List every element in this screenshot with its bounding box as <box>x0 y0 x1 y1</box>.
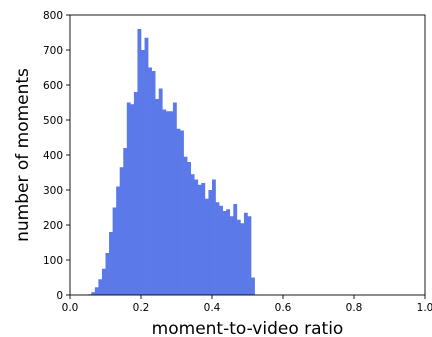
y-tick-label: 600 <box>43 80 63 92</box>
histogram-bar <box>137 29 142 295</box>
histogram-bar <box>233 204 238 295</box>
histogram-bar <box>144 37 149 295</box>
x-tick-label: 1.0 <box>417 302 432 314</box>
histogram-bar <box>98 279 103 295</box>
x-tick-label: 0.2 <box>133 302 150 314</box>
histogram-bar <box>105 253 110 295</box>
histogram-bar <box>215 202 220 295</box>
histogram-bar <box>172 102 177 295</box>
y-tick-label: 0 <box>56 290 63 302</box>
x-axis-ticks: 0.0 0.2 0.4 0.6 0.8 1.0 <box>62 295 432 314</box>
x-tick-label: 0.6 <box>275 302 292 314</box>
histogram-bar <box>222 211 227 295</box>
histogram-bar <box>187 162 191 295</box>
histogram-bar <box>119 167 124 295</box>
histogram-bar <box>190 174 195 295</box>
histogram-bar <box>169 111 174 295</box>
histogram-bar <box>194 179 199 295</box>
histogram-bar <box>155 99 160 295</box>
histogram-bar <box>219 205 223 295</box>
histogram-bar <box>130 104 135 295</box>
histogram-bar <box>141 50 145 295</box>
histogram-bar <box>123 148 128 295</box>
x-axis-label: moment-to-video ratio <box>152 319 344 337</box>
histogram-bar <box>112 207 117 295</box>
histogram-bar <box>229 216 234 295</box>
histogram-bars <box>87 29 255 295</box>
histogram-bar <box>247 216 252 295</box>
histogram-bar <box>201 183 206 295</box>
histogram-bar <box>251 277 255 295</box>
histogram-bar <box>240 223 245 295</box>
histogram-bar <box>212 179 216 295</box>
histogram-bar <box>183 156 188 295</box>
histogram-bar <box>94 287 99 295</box>
histogram-bar <box>162 109 167 295</box>
y-axis-label: number of moments <box>13 68 33 242</box>
histogram-bar <box>243 212 248 295</box>
y-tick-label: 400 <box>43 150 63 162</box>
histogram-bar <box>148 67 152 295</box>
histogram-bar <box>109 232 113 295</box>
histogram-bar <box>133 92 138 295</box>
histogram-bar <box>204 198 209 295</box>
histogram-bar <box>176 128 181 295</box>
histogram-bar <box>151 71 156 295</box>
x-tick-label: 0.0 <box>62 302 79 314</box>
y-tick-label: 700 <box>43 45 63 57</box>
histogram-bar <box>208 190 213 295</box>
histogram-bar <box>165 111 170 295</box>
x-tick-label: 0.4 <box>204 302 221 314</box>
histogram-bar <box>197 184 202 295</box>
x-tick-label: 0.8 <box>346 302 363 314</box>
histogram-bar <box>226 209 231 295</box>
y-tick-label: 500 <box>43 115 63 127</box>
histogram-bar <box>236 219 241 295</box>
y-tick-label: 200 <box>43 220 63 232</box>
y-tick-label: 100 <box>43 255 63 267</box>
histogram-bar <box>91 292 96 295</box>
y-axis-ticks: 0 100 200 300 400 500 600 700 800 <box>43 10 70 302</box>
histogram-bar <box>158 88 163 295</box>
y-tick-label: 800 <box>43 10 63 22</box>
y-tick-label: 300 <box>43 185 63 197</box>
histogram-bar <box>126 102 131 295</box>
histogram-bar <box>116 186 120 295</box>
histogram-bar <box>180 130 184 295</box>
histogram-bar <box>101 268 106 295</box>
